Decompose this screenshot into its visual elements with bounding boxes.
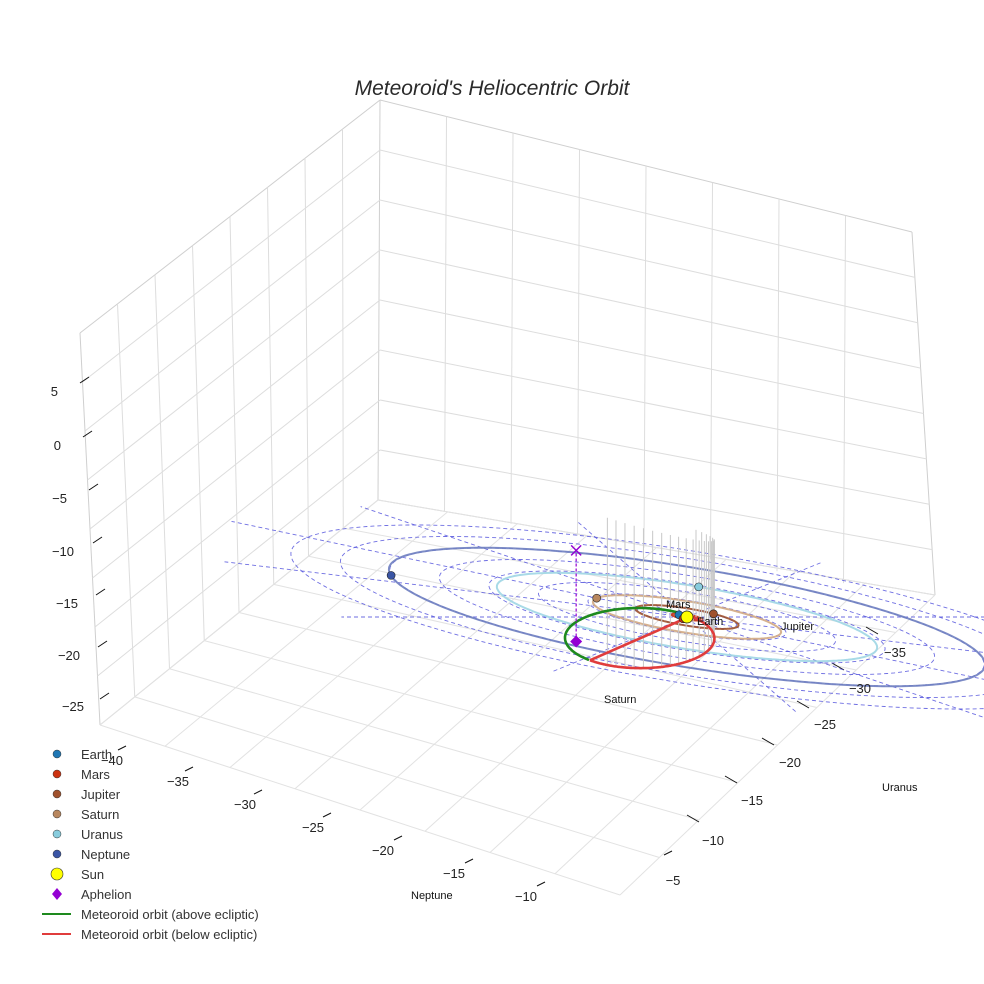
y-tick-label: −25 (814, 717, 836, 732)
legend-label-uranus: Uranus (81, 827, 123, 842)
y-tick-label: −35 (884, 645, 906, 660)
legend-label-aphelion: Aphelion (81, 887, 132, 902)
z-tick-label: −15 (56, 596, 78, 611)
meteoroid-orbit-above (563, 606, 690, 662)
z-axis-ticks: 5 0 −5 −10 −15 −20 −25 (51, 384, 84, 714)
planet-neptune (386, 571, 396, 580)
planet-saturn (592, 593, 601, 603)
legend-swatch-jupiter (52, 789, 62, 799)
z-tick-label: 5 (51, 384, 58, 399)
y-tick-label: −10 (702, 833, 724, 848)
z-tick-label: 0 (54, 438, 61, 453)
x-tick-label: −30 (234, 797, 256, 812)
planet-jupiter (709, 609, 718, 619)
y-axis-ticks: −35 −30 −25 −20 −15 −10 (702, 645, 906, 848)
x-tick-label: −20 (372, 843, 394, 858)
legend-label-jupiter: Jupiter (81, 787, 121, 802)
legend-label-neptune: Neptune (81, 847, 130, 862)
legend-label-orbit-above: Meteoroid orbit (above ecliptic) (81, 907, 259, 922)
orbit-neptune (387, 546, 984, 688)
x-tick-label: −15 (443, 866, 465, 881)
z-tick-label: −20 (58, 648, 80, 663)
x-tick-label: −40 (101, 753, 123, 768)
meteoroid-trajectory (563, 606, 716, 670)
aphelion-marker (570, 635, 583, 648)
planet-uranus (694, 582, 704, 592)
orbit-jupiter (634, 604, 740, 630)
x-tick-label: −5 (666, 873, 681, 888)
legend-label-sun: Sun (81, 867, 104, 882)
x-tick-label: −10 (515, 889, 537, 904)
planet-label-jupiter: Jupiter (781, 621, 814, 633)
legend-label-earth: Earth (81, 747, 112, 762)
legend-label-saturn: Saturn (81, 807, 119, 822)
z-tick-label: −25 (62, 699, 84, 714)
meteoroid-orbit-below (589, 614, 716, 670)
chart-title: Meteoroid's Heliocentric Orbit (355, 77, 631, 100)
z-tick-label: −5 (52, 491, 67, 506)
legend-label-orbit-below: Meteoroid orbit (below ecliptic) (81, 927, 257, 942)
meteoroid-stems (606, 517, 715, 669)
orbit-saturn (591, 594, 783, 640)
y-tick-label: −20 (779, 755, 801, 770)
legend-swatch-neptune (52, 849, 62, 859)
x-tick-label: −25 (302, 820, 324, 835)
markers (386, 544, 718, 648)
sun-marker (680, 610, 694, 624)
planet-label-neptune: Neptune (411, 890, 453, 902)
legend-swatch-sun (50, 867, 64, 881)
y-tick-label: −15 (741, 793, 763, 808)
x-tick-label: −35 (167, 774, 189, 789)
legend-swatch-mars (52, 769, 62, 779)
legend: Earth Mars Jupiter Saturn Uranus Neptune… (42, 747, 259, 942)
z-tick-label: −10 (52, 544, 74, 559)
legend-swatch-aphelion (52, 888, 62, 900)
legend-label-mars: Mars (81, 767, 110, 782)
aphelion-top-marker (570, 544, 582, 556)
planet-label-earth: Earth (697, 616, 723, 628)
planet-label-saturn: Saturn (604, 694, 636, 706)
axes-box (79, 99, 936, 896)
y-tick-label: −30 (849, 681, 871, 696)
legend-swatch-earth (52, 749, 62, 759)
planet-label-uranus: Uranus (882, 782, 918, 794)
legend-swatch-saturn (52, 809, 62, 819)
planet-label-mars: Mars (666, 599, 691, 611)
planet-labels: Mars Earth Jupiter Saturn Uranus Neptune (411, 599, 918, 902)
legend-swatch-uranus (52, 829, 62, 839)
x-axis-ticks: −40 −35 −30 −25 −20 −15 −10 −5 (101, 753, 680, 904)
